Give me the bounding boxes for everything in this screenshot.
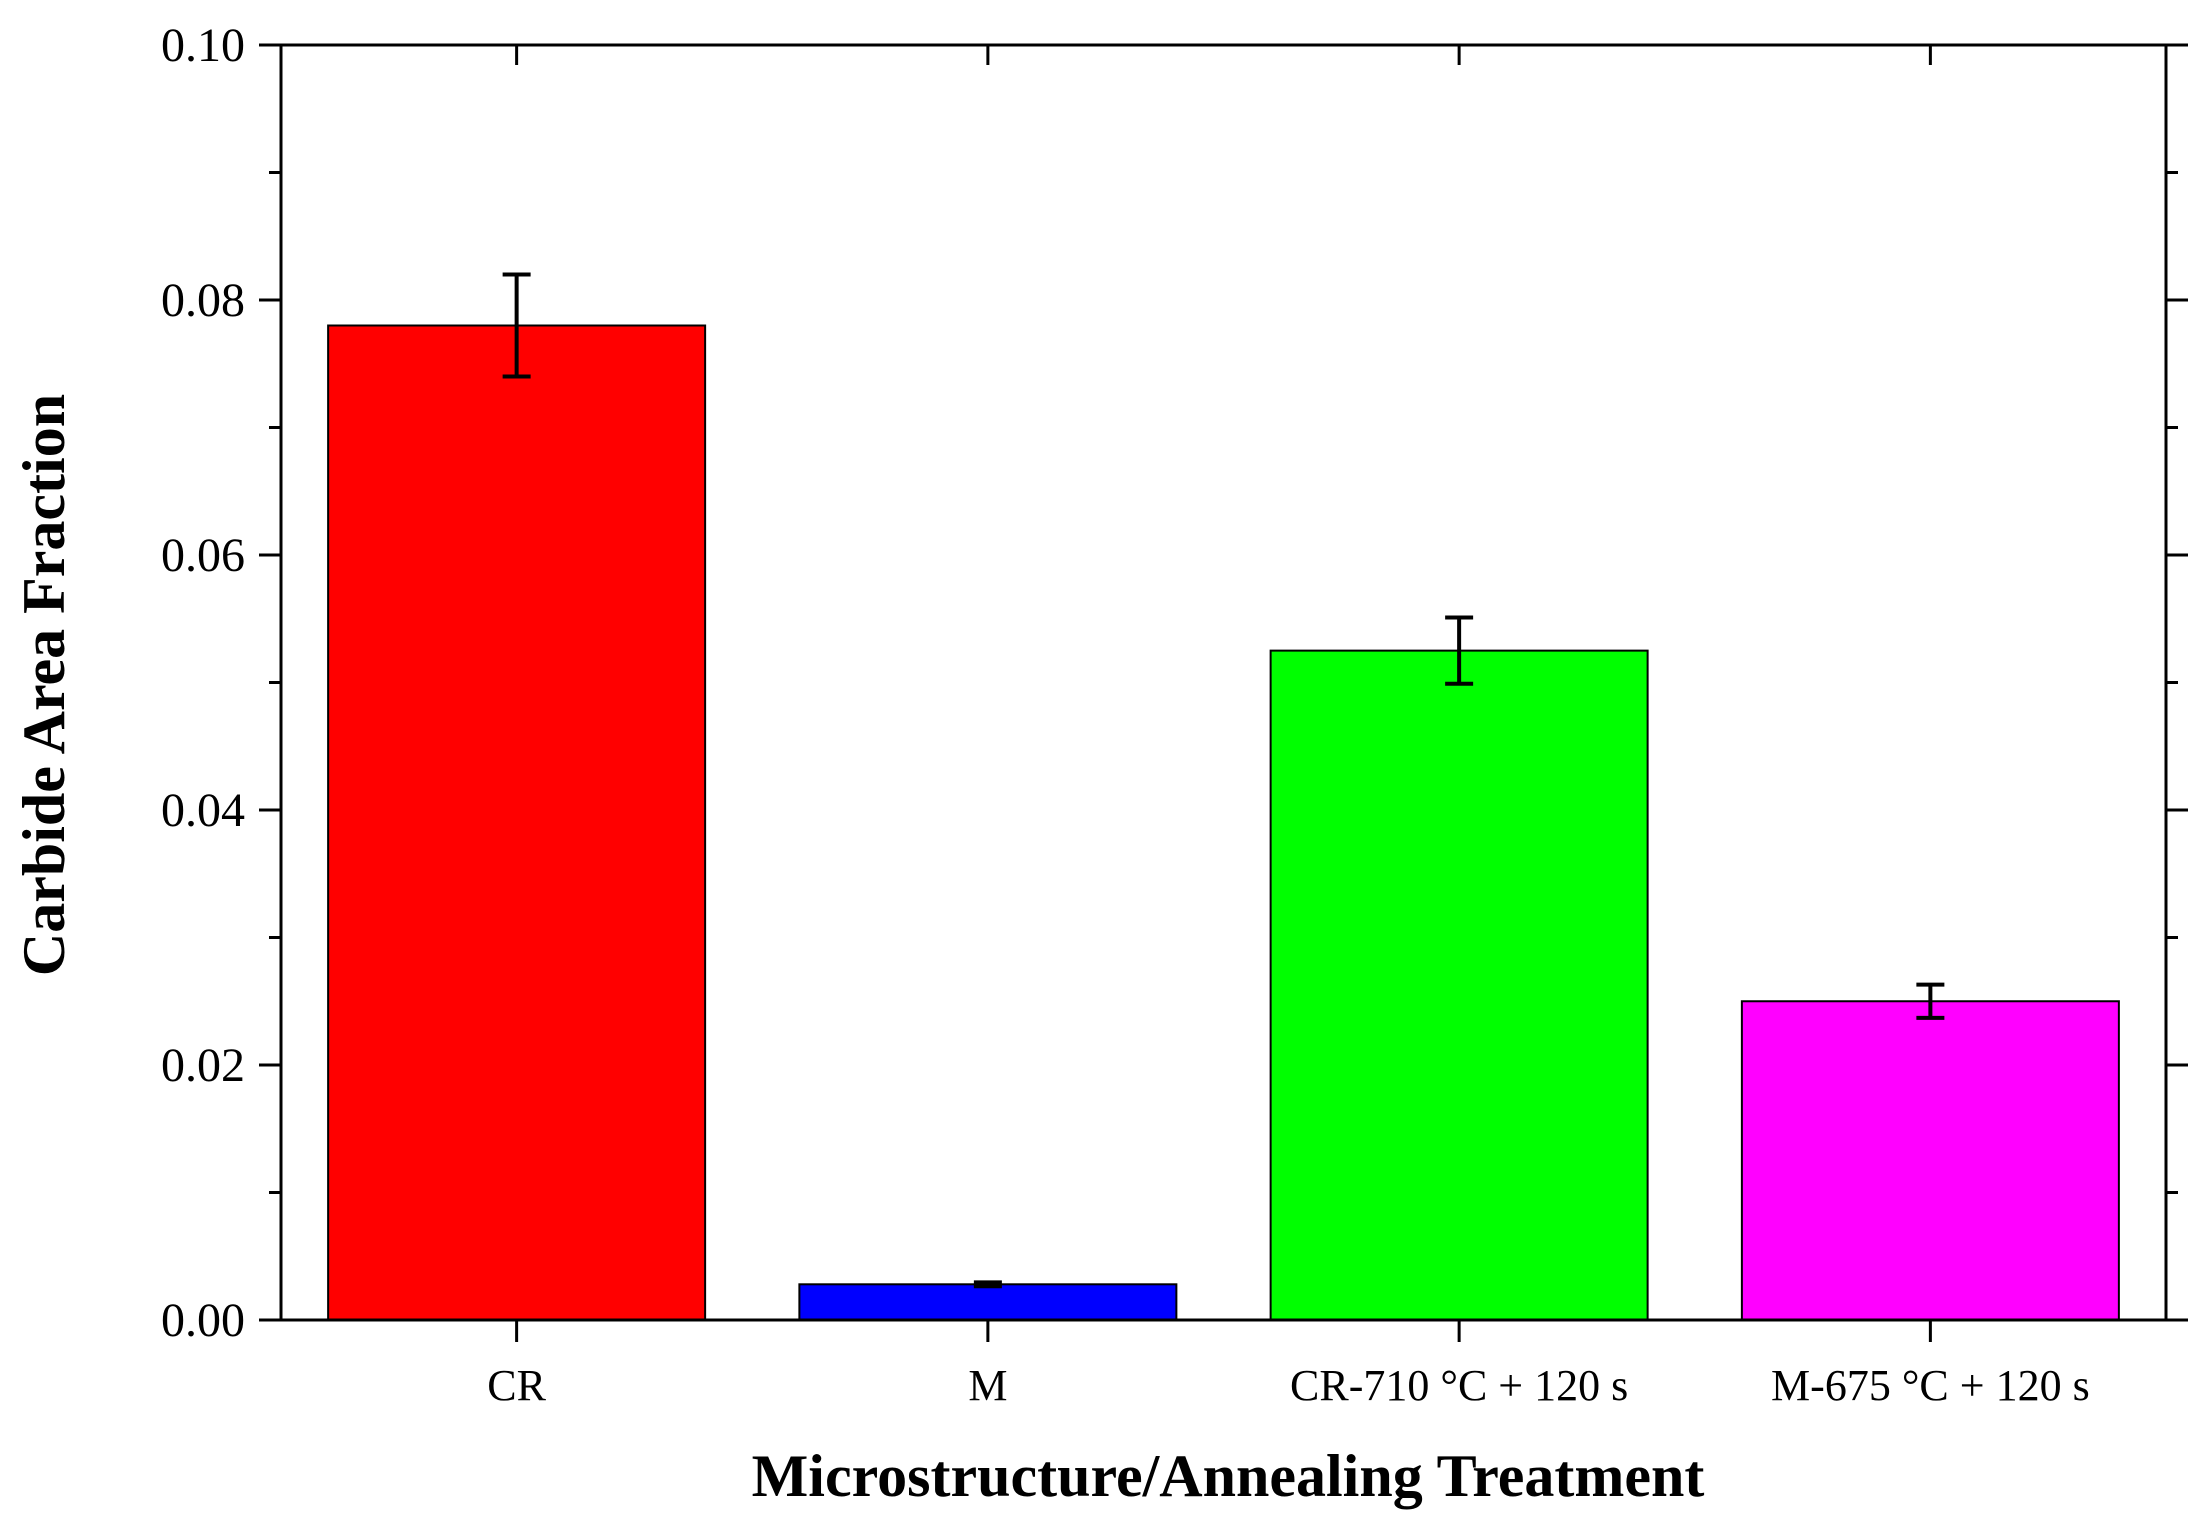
x-tick-label: M-675 °C + 120 s — [1771, 1361, 2090, 1410]
bar-0 — [327, 324, 707, 1321]
bar-1 — [798, 1283, 1178, 1322]
plot-area: 0.00 0.02 0.04 0.06 0.08 0.10 CR M CR-710 °C + 1… — [161, 19, 2188, 1410]
y-tick-label: 0.08 — [161, 274, 245, 327]
y-tick-label: 0.04 — [161, 784, 245, 837]
bar-3 — [1740, 1000, 2120, 1321]
x-tick-label: CR-710 °C + 120 s — [1290, 1361, 1628, 1410]
y-tick-label: 0.00 — [161, 1294, 245, 1347]
y-tick-label: 0.10 — [161, 19, 245, 72]
x-tick-label: M — [968, 1361, 1007, 1410]
x-tick-label: CR — [487, 1361, 546, 1410]
y-tick-label: 0.06 — [161, 529, 245, 582]
y-axis-title: Carbide Area Fraction — [11, 394, 77, 976]
y-tick-label: 0.02 — [161, 1039, 245, 1092]
x-axis-title: Microstructure/Annealing Treatment — [752, 1443, 1705, 1509]
bar-2 — [1269, 649, 1649, 1321]
